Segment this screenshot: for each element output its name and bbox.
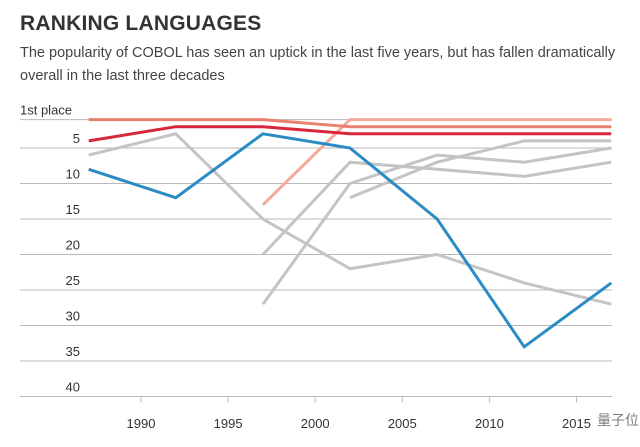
- x-tick-label: 2005: [388, 416, 417, 431]
- series-line-gray-d: [349, 139, 612, 200]
- y-tick-label: 20: [66, 238, 80, 253]
- x-tick-label: 2010: [475, 416, 504, 431]
- watermark: 量子位: [597, 412, 639, 428]
- y-tick-label: 10: [66, 167, 80, 182]
- chart-title: RANKING LANGUAGES: [20, 12, 262, 35]
- y-tick-label: 25: [66, 273, 80, 288]
- series-line-gray-c: [261, 146, 612, 306]
- y-tick-label: 5: [73, 131, 80, 146]
- chart-subtitle: The popularity of COBOL has seen an upti…: [20, 45, 616, 84]
- series-line-gray-b: [261, 160, 612, 256]
- y-tick-label: 40: [66, 380, 80, 395]
- y-tick-label: 15: [66, 202, 80, 217]
- series-line-light-orange: [261, 118, 612, 206]
- series-line-salmon: [88, 118, 612, 129]
- series-line-cobol: [88, 132, 613, 349]
- y-tick-label: 35: [66, 344, 80, 359]
- x-tick-label: 2015: [562, 416, 591, 431]
- x-tick-label: 1995: [214, 416, 243, 431]
- x-tick-label: 2000: [301, 416, 330, 431]
- series-line-red: [88, 125, 612, 143]
- series-line-gray-a: [88, 132, 612, 306]
- y-tick-label: 1st place: [20, 103, 72, 118]
- x-tick-label: 1990: [127, 416, 156, 431]
- y-tick-label: 30: [66, 309, 80, 324]
